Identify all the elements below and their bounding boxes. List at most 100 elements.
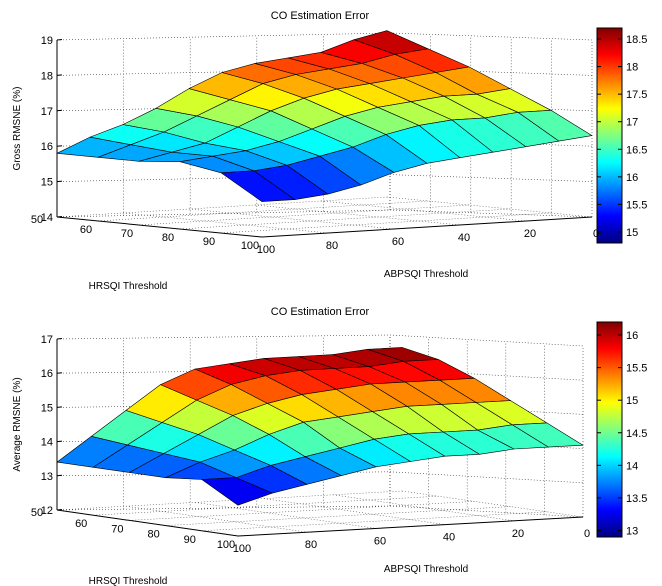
gridline-back-left xyxy=(56,32,391,41)
gridline-back-right xyxy=(389,209,593,218)
colorbar-tick-label: 18 xyxy=(626,62,638,74)
gridline-floor xyxy=(401,490,584,518)
abpsqi-axis-label: ABPSQI Threshold xyxy=(384,269,468,280)
z-tick xyxy=(56,338,63,340)
gridline-floor xyxy=(188,208,395,230)
colorbar-tick-label: 17 xyxy=(626,117,638,129)
hrsqi-tick-label: 80 xyxy=(147,529,159,541)
abpsqi-axis-line xyxy=(261,216,593,238)
abpsqi-tick-label: 100 xyxy=(233,543,251,555)
colorbar-tick-label: 14 xyxy=(626,460,638,472)
z-tick-label: 16 xyxy=(41,141,53,153)
colorbar-tick-label: 13 xyxy=(626,525,638,537)
colorbar-tick-label: 17.5 xyxy=(626,89,647,101)
hrsqi-tick-label: 100 xyxy=(241,240,259,252)
hrsqi-axis-label: HRSQI Threshold xyxy=(89,281,168,292)
abpsqi-tick-label: 60 xyxy=(392,236,404,248)
surface-patch xyxy=(511,422,584,448)
gridline-back-left xyxy=(56,334,391,340)
hrsqi-tick-label: 70 xyxy=(121,228,133,240)
gridline-floor xyxy=(194,502,377,529)
gridline-back-right xyxy=(389,334,584,347)
z-tick xyxy=(56,474,63,477)
z-tick-label: 17 xyxy=(41,334,53,346)
gridline-floor xyxy=(97,200,429,222)
gridline-back-right xyxy=(389,174,593,182)
gridline-floor xyxy=(129,501,475,521)
gridline-floor xyxy=(179,208,511,230)
z-tick xyxy=(56,180,63,183)
colorbar-tick-label: 15 xyxy=(626,227,638,239)
surface-patch xyxy=(517,110,593,142)
chart-panel-1 xyxy=(56,27,623,244)
gridline-back-right xyxy=(389,471,584,484)
gridline-floor xyxy=(386,196,593,218)
chart-panel-2 xyxy=(56,321,623,538)
gridline-back-right xyxy=(389,368,584,381)
hrsqi-tick-label: 80 xyxy=(162,232,174,244)
gridline-floor xyxy=(201,511,547,532)
colorbar-tick-label: 15 xyxy=(626,395,638,407)
hrsqi-axis-line xyxy=(56,509,239,537)
z-tick xyxy=(56,39,63,41)
z-tick-label: 12 xyxy=(41,505,53,517)
z-tick xyxy=(56,509,63,511)
gridline-floor xyxy=(254,204,461,226)
abpsqi-tick-label: 0 xyxy=(593,228,599,240)
colorbar xyxy=(596,27,623,244)
z-tick-label: 14 xyxy=(41,212,53,224)
gridline-floor xyxy=(125,505,308,533)
hrsqi-tick-label: 50 xyxy=(31,507,43,519)
z-tick-label: 18 xyxy=(41,70,53,82)
z-tick xyxy=(56,145,63,147)
gridline-back-right xyxy=(389,505,584,518)
abpsqi-tick-label: 20 xyxy=(524,228,536,240)
gridline-floor xyxy=(93,495,439,516)
abpsqi-tick-label: 80 xyxy=(305,539,317,551)
z-tick-label: 19 xyxy=(41,35,53,47)
colorbar-tick-label: 15.5 xyxy=(626,199,647,211)
colorbar-tick-label: 16 xyxy=(626,172,638,184)
gridline-floor xyxy=(56,196,388,218)
gridline-floor xyxy=(332,494,515,522)
z-tick xyxy=(56,109,63,112)
chart-title: CO Estimation Error xyxy=(271,10,370,22)
z-tick xyxy=(56,440,63,443)
gridline-back-left xyxy=(56,505,391,511)
z-tick-label: 15 xyxy=(41,177,53,189)
chart-title: CO Estimation Error xyxy=(271,306,370,318)
gridline-floor xyxy=(165,506,511,526)
abpsqi-axis-label: ABPSQI Threshold xyxy=(384,564,468,575)
gridline-back-left xyxy=(56,209,391,218)
z-tick xyxy=(56,406,63,408)
gridline-floor xyxy=(56,490,403,511)
colorbar-tick-label: 16 xyxy=(626,330,638,342)
abpsqi-axis-line xyxy=(237,516,584,537)
abpsqi-tick-label: 40 xyxy=(443,532,455,544)
hrsqi-tick-label: 60 xyxy=(75,518,87,530)
abpsqi-tick-label: 60 xyxy=(374,535,386,547)
abpsqi-tick-label: 40 xyxy=(458,232,470,244)
hrsqi-tick-label: 90 xyxy=(203,236,215,248)
hrsqi-tick-label: 50 xyxy=(31,214,43,226)
z-tick-label: 17 xyxy=(41,106,53,118)
z-tick-label: 16 xyxy=(41,368,53,380)
colorbar xyxy=(596,321,623,538)
hrsqi-axis-line xyxy=(56,216,263,238)
abpsqi-tick-label: 100 xyxy=(257,244,275,256)
z-tick xyxy=(56,372,63,374)
colorbar-tick-label: 15.5 xyxy=(626,363,647,375)
colorbar-tick-label: 13.5 xyxy=(626,493,647,505)
abpsqi-tick-label: 20 xyxy=(512,528,524,540)
z-tick xyxy=(56,216,63,218)
hrsqi-tick-label: 70 xyxy=(111,523,123,535)
hrsqi-tick-label: 100 xyxy=(217,539,235,551)
gridline-floor xyxy=(138,204,470,226)
colorbar-tick-label: 16.5 xyxy=(626,144,647,156)
abpsqi-tick-label: 80 xyxy=(326,240,338,252)
hrsqi-tick-label: 90 xyxy=(184,534,196,546)
colorbar-tick-label: 18.5 xyxy=(626,34,647,46)
z-axis-label: Average RMSNE (%) xyxy=(12,377,23,471)
z-axis-label: Gross RMSNE (%) xyxy=(12,87,23,171)
